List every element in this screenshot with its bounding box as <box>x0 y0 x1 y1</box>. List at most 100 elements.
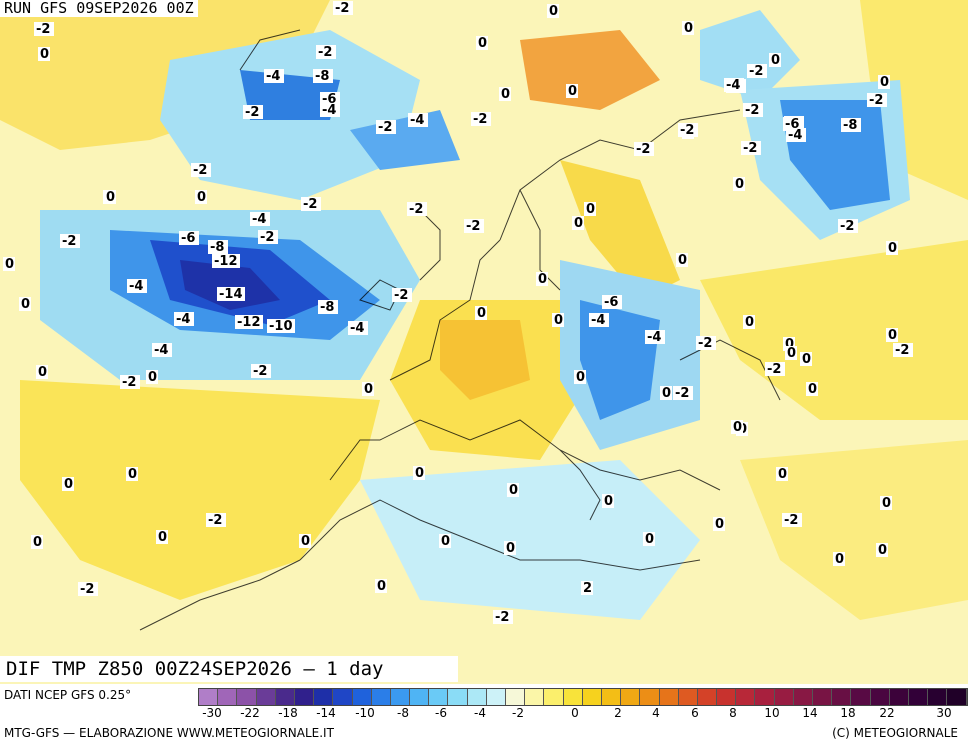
contour-label: 0 <box>128 467 137 482</box>
contour-label: -12 <box>237 315 261 330</box>
contour-label-bg <box>566 84 578 98</box>
color-swatch <box>333 689 353 705</box>
contour-label-bg <box>643 532 655 546</box>
contour-label: 0 <box>477 306 486 321</box>
contour-label-bg <box>264 69 284 83</box>
color-swatch <box>390 689 411 705</box>
contour-label: -2 <box>466 219 480 234</box>
contour-label: -2 <box>680 123 694 138</box>
color-scale-tick: -18 <box>278 706 298 720</box>
data-source-label: DATI NCEP GFS 0.25° <box>4 688 132 702</box>
ukraine-cold-core <box>580 300 660 420</box>
contour-label-bg <box>348 321 368 335</box>
color-swatch <box>218 689 238 705</box>
contour-label-bg <box>733 177 745 191</box>
contour-label-bg <box>741 141 761 155</box>
color-scale-tick: -30 <box>202 706 222 720</box>
contour-label: -2 <box>260 230 274 245</box>
contour-label: 0 <box>787 346 796 361</box>
contour-label: -4 <box>350 321 364 336</box>
color-swatch <box>640 689 660 705</box>
color-swatch <box>199 689 219 705</box>
contour-label-bg <box>104 190 116 204</box>
contour-label-bg <box>320 103 340 117</box>
arctic-warm-area <box>860 0 968 200</box>
contour-label-bg <box>179 231 199 245</box>
color-swatch <box>448 689 468 705</box>
color-scale-tick: 30 <box>936 706 952 720</box>
contour-label-bg <box>876 543 888 557</box>
contour-label: -4 <box>154 343 168 358</box>
contour-label-bg <box>893 343 913 357</box>
contour-label-bg <box>413 466 425 480</box>
contour-label-bg <box>19 297 31 311</box>
contour-label-bg <box>776 467 788 481</box>
contour-label: 0 <box>301 534 310 549</box>
contour-label-bg <box>362 382 374 396</box>
contour-label: -4 <box>726 78 740 93</box>
contour-label: 0 <box>40 47 49 62</box>
contour-label-bg <box>769 53 781 67</box>
contour-label: -14 <box>219 287 243 302</box>
color-swatch <box>793 689 813 705</box>
contour-label-bg <box>62 477 74 491</box>
contour-label: 0 <box>549 4 558 19</box>
contour-label-bg <box>174 312 194 326</box>
contour-label: -4 <box>322 103 336 118</box>
contour-label: -8 <box>210 240 224 255</box>
contour-label-bg <box>493 610 513 624</box>
contour-label: 2 <box>583 581 592 596</box>
color-swatch <box>813 689 833 705</box>
contour-label: 0 <box>158 530 167 545</box>
contour-label-bg <box>645 330 665 344</box>
contour-label: 0 <box>645 532 654 547</box>
contour-label: 0 <box>678 253 687 268</box>
contour-label: 0 <box>574 216 583 231</box>
contour-label-bg <box>152 343 172 357</box>
contour-label: -2 <box>675 386 689 401</box>
contour-label-bg <box>407 202 427 216</box>
color-swatch <box>832 689 852 705</box>
contour-label: 0 <box>835 552 844 567</box>
contour-label: 0 <box>509 483 518 498</box>
color-scale-tick: -8 <box>397 706 409 720</box>
contour-label-bg <box>782 513 802 527</box>
contour-label-bg <box>60 234 80 248</box>
contour-label: 0 <box>501 87 510 102</box>
contour-label: 0 <box>882 496 891 511</box>
contour-label-bg <box>38 47 50 61</box>
contour-label-bg <box>3 257 15 271</box>
color-swatch <box>870 689 890 705</box>
contour-label: -2 <box>784 513 798 528</box>
contour-label: -2 <box>495 610 509 625</box>
contour-label: -2 <box>394 288 408 303</box>
contour-label-bg <box>375 579 387 593</box>
contour-label-bg <box>471 112 491 126</box>
contour-label-bg <box>212 254 240 268</box>
contour-label: -4 <box>647 330 661 345</box>
contour-label: -2 <box>749 64 763 79</box>
contour-label: 0 <box>586 202 595 217</box>
contour-label: 0 <box>802 352 811 367</box>
contour-label-bg <box>660 386 672 400</box>
color-swatch <box>294 689 315 705</box>
contour-label: 0 <box>576 370 585 385</box>
contour-label: 0 <box>808 382 817 397</box>
contour-label-bg <box>250 212 270 226</box>
contour-labels: -20-200-2-4-8-6-4-2-20-4-200-20-2-40-4-2… <box>3 1 913 625</box>
color-swatch <box>314 689 334 705</box>
contour-label-bg <box>731 420 743 434</box>
contour-label-bg <box>146 370 158 384</box>
contour-label: -8 <box>315 69 329 84</box>
contour-label: -2 <box>253 364 267 379</box>
color-scale-tick: 0 <box>571 706 579 720</box>
contour-label-bg <box>747 64 767 78</box>
contour-label: 0 <box>148 370 157 385</box>
contour-label: -4 <box>788 128 802 143</box>
contour-label: -8 <box>843 118 857 133</box>
contour-label: -2 <box>335 1 349 16</box>
contour-label: 0 <box>880 75 889 90</box>
contour-label: 0 <box>415 466 424 481</box>
contour-label-bg <box>195 190 207 204</box>
